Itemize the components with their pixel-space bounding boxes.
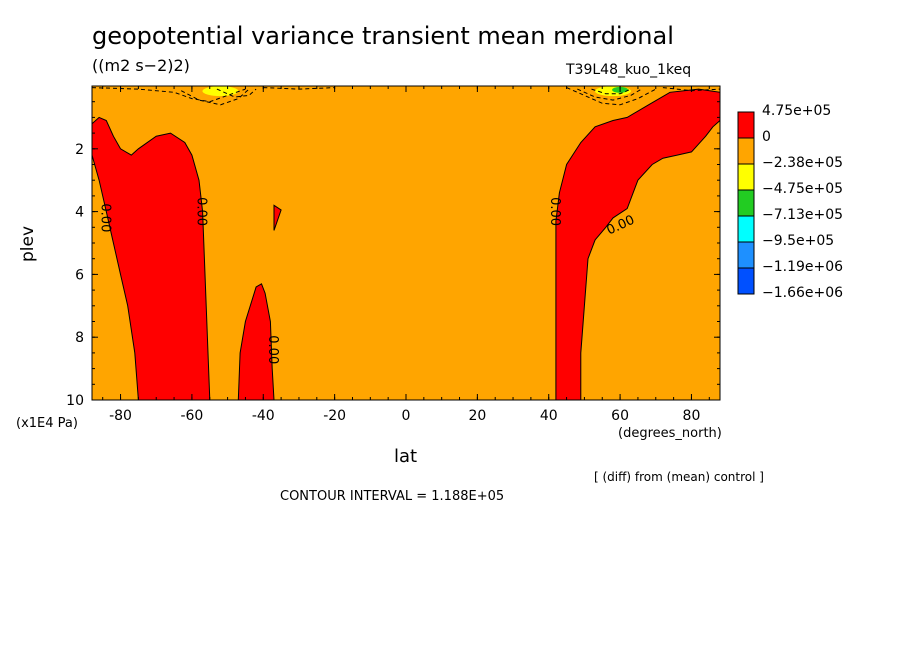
dashed-contour-2 [216, 88, 257, 98]
y-tick-label-2: 6 [75, 267, 84, 283]
diff-note: [ (diff) from (mean) control ] [594, 470, 764, 484]
region-positive-right [555, 88, 721, 401]
x-tick-label-3: -20 [323, 408, 346, 424]
region-positive-triangle [273, 204, 282, 231]
x-tick-label-2: -40 [252, 408, 275, 424]
region-positive-mid [237, 283, 275, 401]
x-tick-label-4: 0 [402, 408, 411, 424]
contour-label-3: 0.00 [547, 197, 562, 226]
dashed-contour-4 [566, 87, 657, 106]
x-tick-label-6: 40 [540, 408, 558, 424]
colorbar-label-6: −1.19e+06 [762, 259, 844, 275]
colorbar-label-5: −9.5e+05 [762, 233, 835, 249]
y-tick-label-4: 10 [66, 393, 84, 409]
x-tick-label-7: 60 [611, 408, 629, 424]
colorbar-label-4: −7.13e+05 [762, 207, 844, 223]
colorbar-label-2: −2.38e+05 [762, 155, 844, 171]
colorbar [737, 111, 755, 295]
y-unit-label: (x1E4 Pa) [16, 416, 78, 431]
dashed-contour-0 [91, 87, 246, 103]
contour-label-1: 0.00 [194, 197, 209, 226]
colorbar-label-0: 4.75e+05 [762, 103, 832, 119]
dashed-contour-1 [180, 88, 250, 106]
colorbar-swatch-5 [737, 241, 755, 269]
x-tick-label-1: -60 [180, 408, 203, 424]
colorbar-swatch-6 [737, 267, 755, 295]
run-label: T39L48_kuo_1keq [566, 62, 692, 78]
dashed-contour-6 [591, 88, 632, 95]
x-tick-label-5: 20 [468, 408, 486, 424]
contour-interval: CONTOUR INTERVAL = 1.188E+05 [280, 489, 505, 504]
chart-subtitle-units: ((m2 s−2)2) [92, 56, 190, 75]
colorbar-label-7: −1.66e+06 [762, 285, 844, 301]
dashed-contour-3 [263, 87, 335, 90]
x-tick-label-8: 80 [683, 408, 701, 424]
contour-label-0: 0.00 [97, 203, 112, 232]
chart-title: geopotential variance transient mean mer… [92, 22, 674, 50]
contour-label-2: 0.00 [265, 335, 280, 364]
y-tick-label-3: 8 [75, 330, 84, 346]
y-tick-label-1: 4 [75, 205, 84, 221]
plot-fill-layer [91, 86, 721, 401]
x-axis-label: lat [394, 446, 418, 467]
colorbar-swatch-4 [737, 215, 755, 243]
region-positive-left [91, 116, 211, 401]
colorbar-label-3: −4.75e+05 [762, 181, 844, 197]
axes-layer: -80 -60 -40 -20 0 20 40 60 80 2 4 6 8 10 [66, 85, 721, 424]
x-tick-label-0: -80 [109, 408, 132, 424]
colorbar-swatch-1 [737, 137, 755, 165]
y-tick-label-0: 2 [75, 142, 84, 158]
colorbar-swatch-2 [737, 163, 755, 191]
dashed-contour-5 [577, 88, 642, 101]
colorbar-swatch-3 [737, 189, 755, 217]
negative-blob-0 [202, 86, 239, 97]
x-unit-label: (degrees_north) [618, 426, 722, 441]
colorbar-swatch-0 [737, 111, 755, 139]
colorbar-label-1: 0 [762, 129, 771, 145]
